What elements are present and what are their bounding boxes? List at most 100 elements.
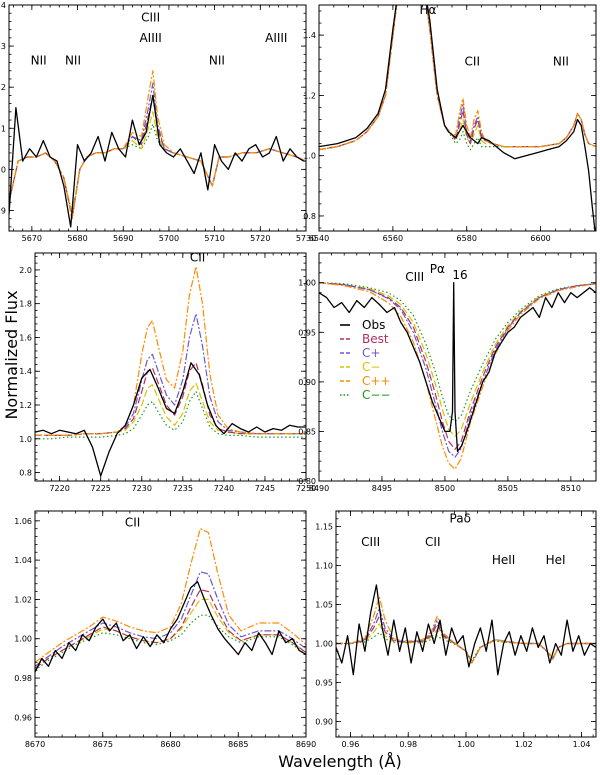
x-tick-label: 5700: [159, 234, 179, 243]
x-tick-label: 6540: [309, 234, 329, 243]
series-best-line: [35, 362, 306, 436]
series-cminusminus-line: [35, 390, 306, 440]
x-tick-label: 8500: [435, 484, 455, 493]
series-cplus-line: [35, 313, 306, 436]
line-label: CIII: [141, 10, 160, 24]
line-label: AIIII: [139, 31, 161, 45]
y-tick-label: 1.3: [0, 42, 6, 51]
y-tick-label: 2.0: [19, 266, 32, 275]
x-tick-label: 5680: [67, 234, 87, 243]
x-tick-label: 0.96: [342, 740, 360, 749]
y-tick-label: 1.0: [0, 165, 6, 174]
y-tick-label: 1.0: [303, 152, 316, 161]
line-label: NII: [553, 54, 569, 68]
x-tick-label: 8675: [93, 740, 113, 749]
x-tick-label: 7235: [173, 484, 193, 493]
plot-frame: [318, 4, 597, 232]
x-tick-label: 5690: [113, 234, 133, 243]
series-cplus-line: [35, 571, 306, 667]
series-best-line: [35, 588, 306, 669]
y-tick-label: 1.15: [315, 523, 333, 532]
line-label: Pα: [430, 262, 445, 276]
series-cplus-line: [319, 282, 596, 458]
y-tick-label: 1.6: [19, 333, 32, 342]
series-obs-line: [319, 5, 596, 231]
y-tick-label: 0.95: [315, 678, 333, 687]
panel-p3: 7220 7225 7230 7235 7240 7245 7250 0.8 1.0 1.2 1.4…: [19, 250, 316, 493]
x-tick-label: 7245: [255, 484, 275, 493]
series-cminus-line: [319, 282, 596, 437]
x-tick-label: 8490: [309, 484, 329, 493]
legend-label-cminusminus: C−−: [362, 388, 391, 402]
y-tick-label: 1.02: [14, 595, 32, 604]
y-tick-label: 1.10: [315, 562, 333, 571]
y-axis-title: Normalized Flux: [2, 290, 21, 419]
x-tick-label: 5710: [204, 234, 224, 243]
y-tick-label: 0.8: [303, 212, 316, 221]
series-cminusminus-line: [9, 123, 306, 216]
x-tick-label: 8505: [498, 484, 518, 493]
y-tick-label: 1.00: [315, 639, 333, 648]
line-label: Paδ: [450, 512, 471, 526]
series-cplusplus-line: [336, 596, 596, 664]
x-tick-label: 6560: [383, 234, 403, 243]
y-tick-label: 0.80: [298, 477, 316, 486]
y-tick-label: 0.9: [0, 206, 6, 215]
y-tick-label: 1.4: [19, 367, 32, 376]
line-label: CIII: [405, 270, 424, 284]
x-tick-label: 7230: [132, 484, 152, 493]
series-obs-line: [319, 282, 596, 452]
series-best-line: [9, 94, 306, 220]
y-tick-label: 1.1: [0, 124, 6, 133]
series-cplusplus-line: [9, 70, 306, 220]
plot-frame: [8, 4, 307, 232]
y-tick-label: 1.04: [14, 556, 32, 565]
series-cplus-line: [9, 82, 306, 220]
legend-label-cplus: C+: [362, 346, 380, 360]
y-tick-label: 1.00: [298, 279, 316, 288]
x-tick-label: 5720: [250, 234, 270, 243]
line-label: Hα: [419, 3, 436, 17]
x-tick-label: 1.00: [457, 740, 475, 749]
y-tick-label: 0.95: [298, 328, 316, 337]
panel-p4: 8490 8495 8500 8505 8510 0.80 0.85 0.90 0.95 1.00…: [298, 252, 597, 493]
x-tick-label: 8670: [25, 740, 45, 749]
line-label: CII: [425, 535, 440, 549]
line-label: 16: [452, 268, 467, 282]
line-label: CII: [190, 250, 205, 264]
y-tick-label: 0.98: [14, 674, 32, 683]
series-obs-line: [336, 584, 596, 676]
x-tick-label: 7225: [91, 484, 111, 493]
series-obs-line: [35, 581, 306, 673]
y-tick-label: 1.4: [303, 31, 316, 40]
x-tick-label: 8680: [160, 740, 180, 749]
x-tick-label: 6600: [530, 234, 550, 243]
legend-label-cplusplus: C++: [362, 374, 391, 388]
line-label: NII: [31, 54, 47, 68]
y-tick-label: 1.06: [14, 517, 32, 526]
x-tick-label: 1.04: [573, 740, 591, 749]
panel-p1: 5670 5680 5690 5700 5710 5720 5730 0.9 1.0 1.1 1.2…: [0, 1, 316, 243]
panel-p5: 8670 8675 8680 8685 8690 0.96 0.98 1.00 1.02 1.04…: [14, 510, 316, 749]
y-tick-label: 1.0: [19, 435, 32, 444]
y-tick-label: 0.96: [14, 713, 32, 722]
series-obs-line: [9, 94, 305, 228]
panel-p2: 6540 6560 6580 6600 0.8 1.0 1.2 1.4 Hα CII NII: [303, 3, 597, 243]
x-tick-label: 0.98: [399, 740, 417, 749]
series-cplusplus-line: [35, 528, 306, 663]
y-tick-label: 1.2: [19, 401, 32, 410]
legend-label-cminus: C−: [362, 360, 380, 374]
x-tick-label: 8510: [561, 484, 581, 493]
x-tick-label: 5730: [296, 234, 316, 243]
x-axis-title: Wavelength (Å): [278, 752, 401, 771]
y-tick-label: 1.05: [315, 601, 333, 610]
plot-frame: [34, 510, 307, 738]
x-tick-label: 7220: [49, 484, 69, 493]
panel-p6: 0.96 0.98 1.00 1.02 1.04 0.90 0.95 1.00 1.05 1.10…: [315, 510, 597, 749]
legend-label-obs: Obs: [362, 318, 385, 332]
series-cminus-line: [336, 623, 596, 663]
line-label: CIII: [361, 535, 380, 549]
y-tick-label: 0.8: [19, 469, 32, 478]
x-tick-label: 7240: [214, 484, 234, 493]
line-label: HeII: [492, 553, 515, 567]
